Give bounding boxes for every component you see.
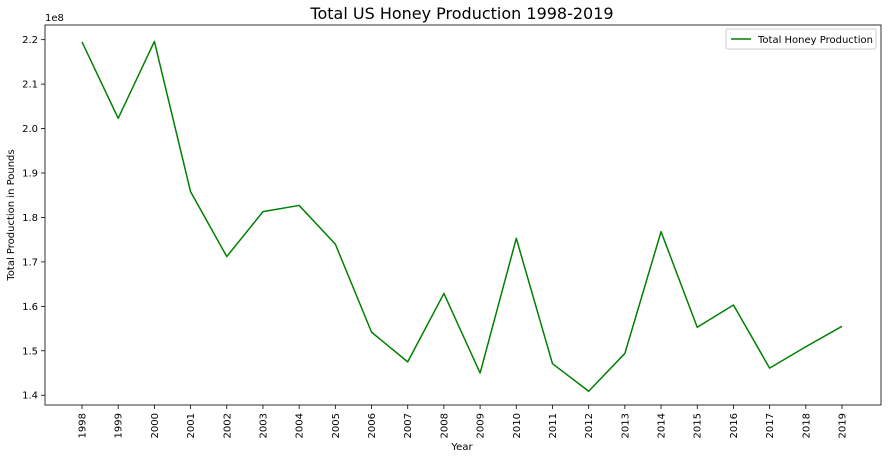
y-axis-ticks: 1.4 1.5 1.6 1.7 1.8 1.9 2.0 2.1 2.2 (22, 35, 45, 402)
y-tick-label: 2.2 (22, 35, 38, 46)
legend-label: Total Honey Production (757, 35, 873, 46)
y-tick-label: 1.9 (22, 169, 38, 180)
x-tick-label: 1999 (114, 413, 125, 438)
x-tick-label: 2012 (584, 413, 595, 438)
x-tick-label: 2002 (222, 413, 233, 438)
x-tick-label: 2015 (693, 413, 704, 438)
x-tick-label: 2005 (331, 413, 342, 438)
y-tick-label: 2.1 (22, 80, 38, 91)
x-tick-label: 2000 (150, 413, 161, 438)
x-tick-label: 2006 (367, 413, 378, 438)
x-tick-label: 1998 (78, 413, 89, 438)
y-tick-label: 1.5 (22, 346, 38, 357)
y-tick-label: 2.0 (22, 124, 38, 135)
x-tick-label: 2009 (476, 413, 487, 438)
series-line-total-honey-production (81, 40, 843, 392)
legend-box (725, 28, 877, 50)
x-tick-label: 2019 (838, 413, 849, 438)
y-tick-label: 1.6 (22, 302, 38, 313)
y-axis-label: Total Production in Pounds (6, 149, 17, 281)
x-axis-ticks: 1998 1999 2000 2001 2002 2003 2004 2005 2006 2007… (78, 405, 849, 438)
x-tick-label: 2017 (765, 413, 776, 438)
x-axis-label: Year (450, 442, 473, 453)
y-tick-label: 1.7 (22, 257, 38, 268)
y-tick-label: 1.8 (22, 213, 38, 224)
x-tick-label: 2004 (295, 413, 306, 438)
x-tick-label: 2007 (403, 413, 414, 438)
x-tick-label: 2014 (657, 413, 668, 438)
x-tick-label: 2010 (512, 413, 523, 438)
x-tick-label: 2001 (186, 413, 197, 438)
x-tick-label: 2008 (439, 413, 450, 438)
x-tick-label: 2003 (258, 413, 269, 438)
x-tick-label: 2011 (548, 413, 559, 438)
chart-title: Total US Honey Production 1998-2019 (309, 4, 613, 23)
y-offset-label: 1e8 (45, 13, 64, 24)
legend: Total Honey Production (725, 28, 877, 50)
plot-area-frame (44, 24, 882, 406)
x-tick-label: 2013 (620, 413, 631, 438)
y-tick-label: 1.4 (22, 391, 38, 402)
x-tick-label: 2016 (729, 413, 740, 438)
x-tick-label: 2018 (801, 413, 812, 438)
